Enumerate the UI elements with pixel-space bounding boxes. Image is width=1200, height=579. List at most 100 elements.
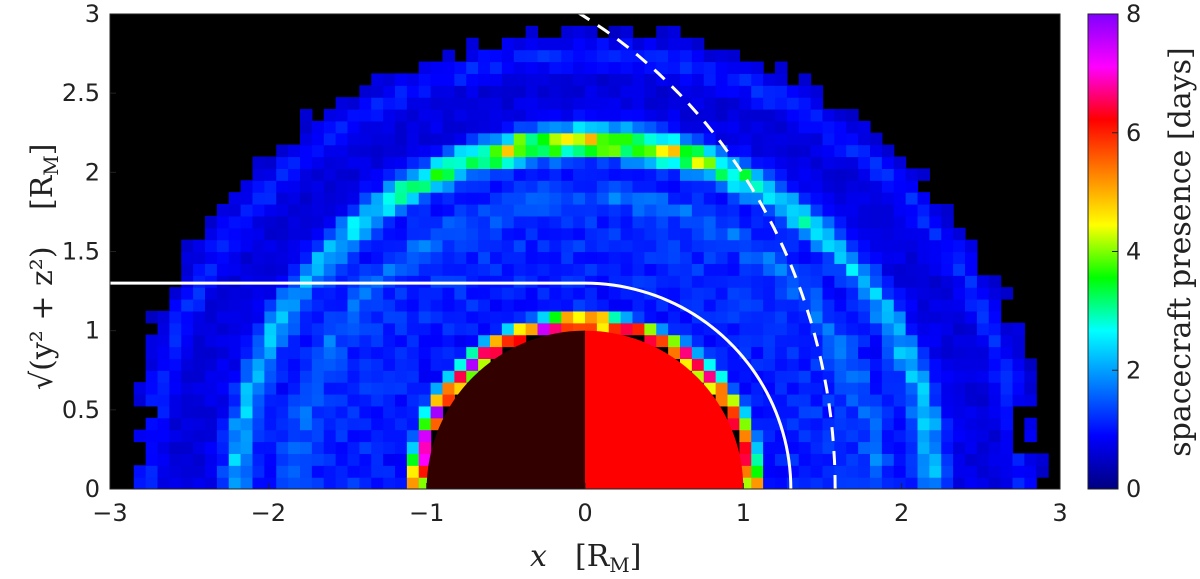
heatmap-cell — [395, 85, 408, 98]
heatmap-cell — [490, 192, 503, 205]
heatmap-cell — [798, 334, 812, 348]
heatmap-cell — [846, 310, 859, 324]
heatmap-cell — [169, 334, 182, 348]
heatmap-cell — [288, 346, 301, 359]
heatmap-cell — [822, 334, 835, 348]
heatmap-cell — [549, 61, 562, 74]
heatmap-cell — [846, 346, 859, 359]
heatmap-cell — [585, 61, 598, 74]
heatmap-cell — [715, 239, 729, 253]
heatmap-cell — [632, 239, 645, 253]
heatmap-cell — [929, 204, 942, 217]
heatmap-cell — [691, 180, 705, 193]
heatmap-cell — [620, 132, 634, 146]
heatmap-cell — [668, 109, 681, 122]
heatmap-cell — [311, 405, 325, 419]
heatmap-cell — [727, 275, 740, 288]
heatmap-cell — [466, 144, 479, 158]
heatmap-cell — [181, 263, 194, 276]
heatmap-cell — [620, 168, 634, 181]
heatmap-cell — [573, 204, 586, 217]
heatmap-cell — [181, 394, 194, 407]
heatmap-cell — [335, 263, 349, 276]
heatmap-cell — [525, 61, 539, 74]
heatmap-cell — [893, 417, 907, 431]
heatmap-cell — [703, 275, 717, 288]
heatmap-cell — [478, 61, 491, 74]
heatmap-cell — [537, 215, 550, 229]
heatmap-cell — [193, 477, 206, 489]
heatmap-cell — [881, 275, 895, 288]
heatmap-cell — [371, 168, 384, 181]
heatmap-cell — [822, 465, 835, 478]
heatmap-cell — [406, 227, 420, 241]
heatmap-cell — [751, 85, 764, 98]
heatmap-cell — [288, 417, 301, 431]
heatmap-cell — [383, 429, 396, 443]
heatmap-cell — [798, 275, 812, 288]
heatmap-cell — [383, 204, 396, 217]
heatmap-cell — [668, 180, 681, 193]
heatmap-cell — [501, 168, 515, 181]
heatmap-cell — [680, 251, 693, 264]
heatmap-cell — [169, 346, 182, 359]
heatmap-cell — [466, 310, 479, 324]
heatmap-cell — [383, 370, 396, 383]
heatmap-cell — [335, 299, 349, 312]
heatmap-cell — [193, 275, 206, 288]
heatmap-cell — [240, 215, 254, 229]
heatmap-cell — [953, 465, 966, 478]
heatmap-cell — [573, 73, 586, 86]
heatmap-cell — [418, 156, 432, 169]
heatmap-cell — [870, 132, 883, 146]
heatmap-cell — [715, 109, 729, 122]
heatmap-cell — [276, 180, 289, 193]
colorbar-tick-label: 2 — [1126, 356, 1141, 384]
heatmap-cell — [739, 144, 752, 158]
heatmap-cell — [870, 156, 883, 169]
heatmap-cell — [881, 192, 895, 205]
heatmap-cell — [668, 287, 681, 300]
heatmap-cell — [288, 358, 301, 371]
heatmap-cell — [680, 61, 693, 74]
heatmap-cell — [656, 310, 669, 324]
heatmap-cell — [430, 370, 444, 383]
heatmap-cell — [620, 310, 634, 324]
heatmap-cell — [715, 287, 729, 300]
heatmap-cell — [846, 370, 859, 383]
heatmap-cell — [656, 73, 669, 86]
heatmap-cell — [311, 275, 325, 288]
heatmap-cell — [466, 168, 479, 181]
heatmap-cell — [300, 120, 313, 134]
heatmap-cell — [395, 168, 408, 181]
heatmap-cell — [490, 204, 503, 217]
heatmap-cell — [501, 334, 515, 348]
heatmap-cell — [406, 215, 420, 229]
heatmap-cell — [371, 477, 384, 489]
heatmap-cell — [680, 49, 693, 63]
heatmap-cell — [965, 275, 978, 288]
heatmap-cell — [371, 346, 384, 359]
heatmap-cell — [834, 109, 847, 122]
heatmap-cell — [917, 382, 930, 395]
heatmap-cell — [644, 168, 657, 181]
heatmap-cell — [561, 263, 574, 276]
heatmap-cell — [632, 263, 645, 276]
heatmap-cell — [585, 132, 598, 146]
heatmap-cell — [905, 370, 919, 383]
heatmap-cell — [347, 382, 360, 395]
heatmap-cell — [300, 334, 313, 348]
heatmap-cell — [965, 263, 978, 276]
heatmap-cell — [929, 370, 942, 383]
heatmap-cell — [395, 132, 408, 146]
heatmap-cell — [668, 227, 681, 241]
heatmap-cell — [395, 109, 408, 122]
heatmap-cell — [917, 346, 930, 359]
heatmap-cell — [810, 144, 824, 158]
heatmap-cell — [406, 453, 420, 466]
heatmap-cell — [478, 215, 491, 229]
heatmap-cell — [739, 204, 752, 217]
heatmap-cell — [917, 310, 930, 324]
heatmap-cell — [965, 251, 978, 264]
heatmap-cell — [216, 370, 230, 383]
